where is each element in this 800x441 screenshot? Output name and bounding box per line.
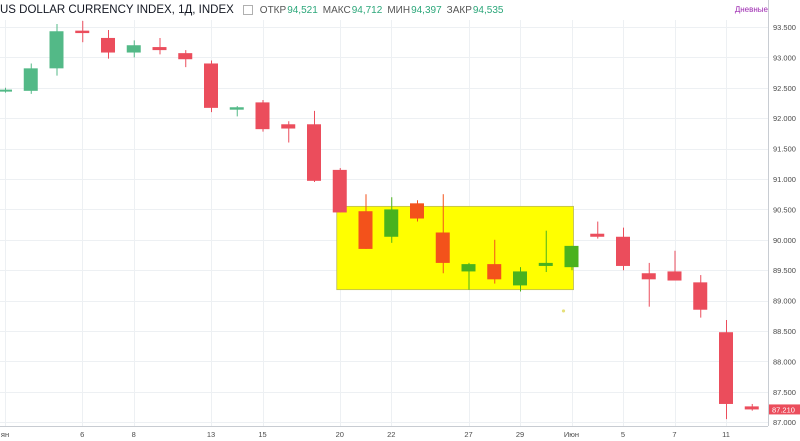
stray-marker (561, 309, 566, 313)
y-tick-label: 91.000 (773, 175, 796, 184)
candle-body-down (178, 53, 193, 60)
high-value: 94,712 (351, 4, 383, 16)
y-tick-label: 90.500 (773, 205, 796, 214)
candle-body-up (564, 245, 579, 268)
y-tick-label: 92.500 (773, 84, 796, 93)
x-tick-label: 8 (132, 430, 136, 439)
candle-body-down (255, 102, 270, 130)
close-label: ЗАКР (446, 4, 472, 16)
y-tick-label: 93.000 (773, 53, 796, 62)
x-tick-label: 5 (621, 430, 625, 439)
low-value: 94,397 (411, 4, 442, 16)
y-tick-label: 87.500 (773, 388, 796, 397)
open-value: 94,521 (287, 4, 318, 16)
last-price-label: 87.210 (772, 405, 795, 414)
y-tick-label: 88.500 (773, 327, 796, 336)
candle-body-up (23, 68, 38, 91)
candle-body-down (641, 273, 656, 280)
candle-body-down (101, 37, 115, 53)
low-label: МИН (387, 4, 411, 16)
x-tick-label: ян (1, 430, 9, 439)
y-tick-label: 93.500 (773, 23, 796, 32)
x-tick-label: 6 (80, 430, 84, 439)
candle-body-down (744, 406, 759, 410)
candle-body-up (49, 31, 64, 69)
x-tick-label: 13 (207, 430, 215, 439)
candle-body-down (332, 169, 347, 213)
candle-body-down (667, 271, 682, 281)
interval-label[interactable]: Дневные (734, 5, 768, 14)
y-tick-label: 90.000 (773, 236, 796, 245)
x-tick-label: 29 (516, 430, 524, 439)
chart-header: US DOLLAR CURRENCY INDEX, 1Д, INDEX ОТКР… (0, 3, 508, 17)
candle-body-down (410, 203, 424, 219)
x-tick-label: 7 (672, 430, 676, 439)
candle-body-down (75, 30, 90, 34)
toggle-button[interactable] (242, 5, 253, 15)
candle-body-up (229, 107, 244, 110)
x-tick-label: 11 (722, 430, 730, 439)
y-tick-label: 88.000 (773, 357, 796, 366)
x-tick-label: Июн (564, 430, 579, 439)
candle-body-down (616, 236, 630, 266)
candle-body-down (719, 332, 733, 404)
candle-body-up (538, 262, 553, 266)
candle-body-up (513, 271, 527, 286)
candle-body-down (590, 233, 605, 237)
candle-body-down (152, 47, 167, 51)
close-value: 94,535 (472, 4, 504, 16)
candle-body-down (487, 264, 502, 280)
x-tick-label: 22 (387, 430, 395, 439)
y-tick-label: 92.000 (773, 114, 796, 123)
y-tick-label: 89.000 (773, 297, 796, 306)
y-tick-label: 87.000 (773, 418, 796, 427)
candle-body-up (0, 89, 12, 92)
highlight-rectangle (336, 205, 574, 291)
x-tick-label: 15 (258, 430, 266, 439)
candle-body-down (281, 124, 296, 129)
open-label: ОТКР (259, 4, 287, 16)
candle-body-down (435, 232, 450, 263)
x-tick-label: 27 (464, 430, 472, 439)
x-tick-label: 20 (336, 430, 344, 439)
high-label: МАКС (322, 4, 351, 16)
candle-body-up (126, 45, 141, 53)
candle-body-up (384, 209, 399, 237)
candle-body-up (461, 264, 476, 272)
candle-body-down (693, 282, 708, 310)
candle-body-down (204, 63, 218, 108)
y-tick-label: 91.500 (773, 145, 796, 154)
candle-body-down (358, 211, 373, 249)
last-price-tag (769, 404, 800, 415)
y-tick-label: 89.500 (773, 266, 796, 275)
symbol-title: US DOLLAR CURRENCY INDEX, 1Д, INDEX (0, 4, 234, 16)
candle-body-down (307, 124, 321, 181)
